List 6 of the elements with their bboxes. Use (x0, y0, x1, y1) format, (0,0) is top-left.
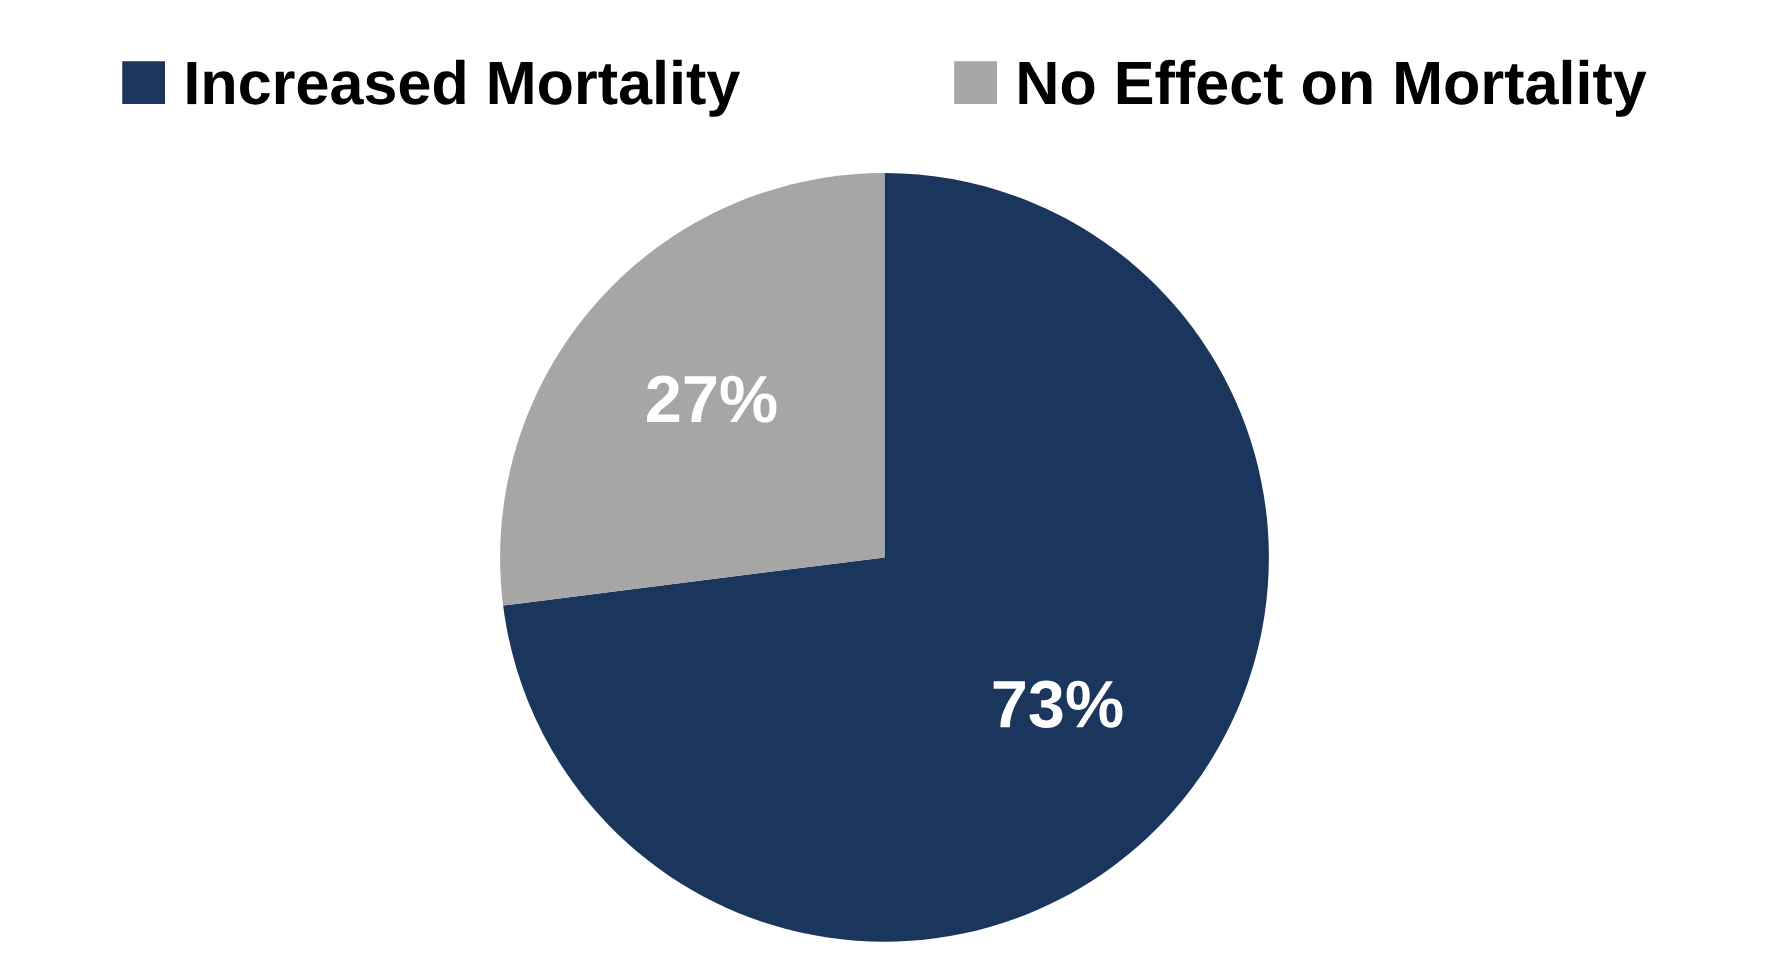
data-label: 73% (993, 680, 1123, 728)
pie-slice (500, 172, 885, 606)
pie-slice (503, 172, 1269, 942)
legend-label: No Effect on Mortality (1019, 59, 1647, 117)
data-label: 27% (647, 375, 777, 423)
legend-label: Increased Mortality (187, 59, 741, 117)
